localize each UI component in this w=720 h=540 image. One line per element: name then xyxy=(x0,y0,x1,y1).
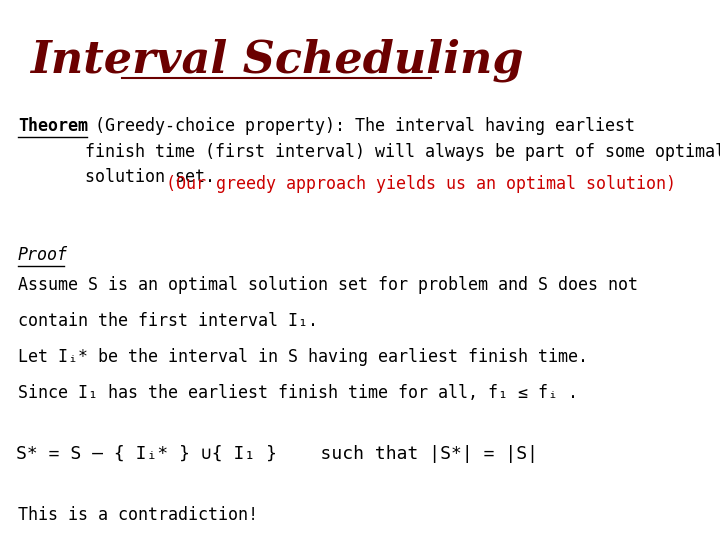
Text: Assume S is an optimal solution set for problem and S does not: Assume S is an optimal solution set for … xyxy=(18,276,638,294)
Text: This is a contradiction!: This is a contradiction! xyxy=(18,507,258,524)
Text: Proof: Proof xyxy=(18,246,68,264)
Text: Let Iᵢ* be the interval in S having earliest finish time.: Let Iᵢ* be the interval in S having earl… xyxy=(18,348,588,367)
Text: (Our greedy approach yields us an optimal solution): (Our greedy approach yields us an optima… xyxy=(166,175,676,193)
Text: Interval Scheduling: Interval Scheduling xyxy=(30,39,523,83)
Text: contain the first interval I₁.: contain the first interval I₁. xyxy=(18,313,318,330)
Text: Theorem: Theorem xyxy=(18,117,88,135)
Text: S* = S – { Iᵢ* } ∪{ I₁ }    such that |S*| = |S|: S* = S – { Iᵢ* } ∪{ I₁ } such that |S*| … xyxy=(16,444,538,463)
Text: Since I₁ has the earliest finish time for all, f₁ ≤ fᵢ .: Since I₁ has the earliest finish time fo… xyxy=(18,384,578,402)
Text: (Greedy-choice property): The interval having earliest
finish time (first interv: (Greedy-choice property): The interval h… xyxy=(85,117,720,186)
